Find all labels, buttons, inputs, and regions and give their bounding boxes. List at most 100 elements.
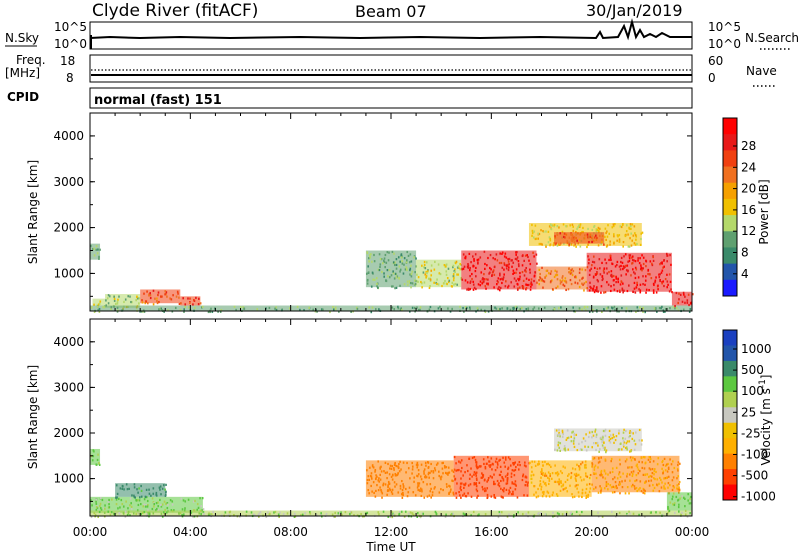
power-colorbar-swatch [723, 279, 737, 297]
velocity-echo-cell [581, 491, 584, 494]
velocity-echo-cell [637, 472, 640, 475]
power-echo-cell [606, 272, 609, 275]
power-echo-cell [615, 277, 618, 280]
velocity-echo-cell [147, 504, 149, 507]
velocity-colorbar-swatch [723, 438, 737, 455]
velocity-echo-cell [182, 513, 185, 516]
velocity-echo-cell [610, 486, 613, 489]
power-echo-cell [477, 261, 479, 264]
velocity-echo-cell [580, 463, 582, 466]
power-echo-cell [586, 233, 589, 236]
velocity-echo-cell [494, 469, 497, 472]
velocity-echo-cell [633, 439, 636, 442]
power-echo-cell [545, 269, 548, 272]
velocity-echo-cell [386, 477, 388, 480]
power-echo-cell [473, 286, 476, 289]
velocity-echo-cell [568, 473, 570, 476]
velocity-echo-cell [107, 510, 110, 513]
power-echo-cell [610, 274, 612, 277]
velocity-echo-cell [341, 513, 343, 516]
velocity-echo-cell [524, 461, 526, 464]
velocity-echo-cell [513, 482, 515, 485]
velocity-ytick-label: 1000 [53, 472, 84, 486]
velocity-echo-cell [391, 488, 394, 491]
power-echo-cell [499, 252, 501, 255]
velocity-echo-cell [658, 482, 660, 485]
power-echo-cell [369, 256, 371, 259]
velocity-echo-cell [99, 497, 102, 500]
power-echo-cell [604, 258, 606, 261]
power-echo-cell [405, 266, 408, 269]
power-echo-cell [530, 285, 532, 288]
velocity-echo-cell [558, 431, 560, 434]
velocity-echo-cell [543, 482, 546, 485]
velocity-echo-cell [325, 512, 328, 516]
power-echo-cell [549, 244, 551, 247]
velocity-echo-cell [279, 511, 281, 514]
power-echo-cell [498, 289, 501, 292]
power-echo-cell [582, 226, 584, 230]
velocity-echo-cell [648, 484, 651, 487]
velocity-echo-cell [608, 429, 611, 433]
velocity-ytick-label: 3000 [53, 380, 84, 394]
power-echo-cell [392, 285, 394, 288]
power-echo-cell [622, 282, 624, 285]
power-echo-cell [575, 276, 577, 279]
velocity-echo-cell [431, 494, 434, 497]
power-echo-cell [457, 273, 460, 276]
velocity-echo-cell [444, 515, 447, 518]
power-echo-cell [508, 266, 510, 269]
velocity-echo-cell [374, 495, 377, 498]
power-echo-cell [526, 283, 529, 287]
velocity-echo-cell [595, 472, 597, 475]
velocity-echo-cell [603, 487, 606, 490]
power-echo-cell [632, 271, 635, 274]
power-echo-cell [383, 259, 385, 262]
power-echo-cell [505, 280, 507, 283]
power-echo-cell [496, 259, 499, 262]
velocity-echo-cell [553, 480, 556, 483]
power-echo-cell [581, 282, 583, 285]
power-echo-cell [403, 283, 406, 286]
power-echo-cell [477, 258, 480, 261]
velocity-echo-cell [508, 513, 510, 516]
velocity-echo-cell [182, 499, 185, 502]
velocity-echo-cell [613, 491, 616, 494]
velocity-echo-cell [592, 434, 595, 437]
velocity-echo-cell [666, 470, 669, 473]
power-echo-cell [518, 264, 520, 268]
power-echo-cell [479, 284, 482, 287]
velocity-echo-cell [605, 483, 608, 486]
power-echo-cell [611, 262, 614, 266]
power-echo-cell [256, 308, 259, 311]
velocity-echo-cell [426, 483, 428, 486]
power-echo-cell [587, 227, 589, 231]
power-echo-cell [508, 257, 511, 261]
velocity-echo-cell [628, 492, 630, 495]
power-echo-cell [511, 265, 513, 268]
power-echo-cell [581, 230, 583, 234]
power-echo-cell [529, 271, 531, 274]
velocity-echo-cell [391, 465, 394, 468]
velocity-echo-cell [493, 473, 495, 476]
velocity-echo-cell [138, 487, 140, 490]
velocity-echo-cell [525, 476, 528, 479]
power-echo-cell [640, 232, 643, 235]
velocity-echo-cell [380, 488, 382, 492]
power-echo-cell [613, 283, 615, 287]
power-echo-cell [505, 264, 508, 267]
velocity-echo-cell [384, 471, 387, 474]
power-echo-cell [379, 263, 382, 266]
power-echo-cell [443, 264, 446, 267]
velocity-ytick-label: 4000 [53, 335, 84, 349]
velocity-echo-cell [513, 514, 515, 517]
velocity-echo-cell [468, 477, 471, 480]
power-echo-cell [156, 299, 158, 303]
velocity-echo-cell [386, 471, 389, 474]
velocity-echo-cell [124, 515, 127, 518]
power-echo-cell [487, 256, 489, 260]
velocity-echo-cell [99, 504, 101, 508]
power-echo-cell [634, 260, 637, 263]
velocity-echo-cell [571, 467, 574, 470]
velocity-echo-cell [661, 481, 663, 484]
